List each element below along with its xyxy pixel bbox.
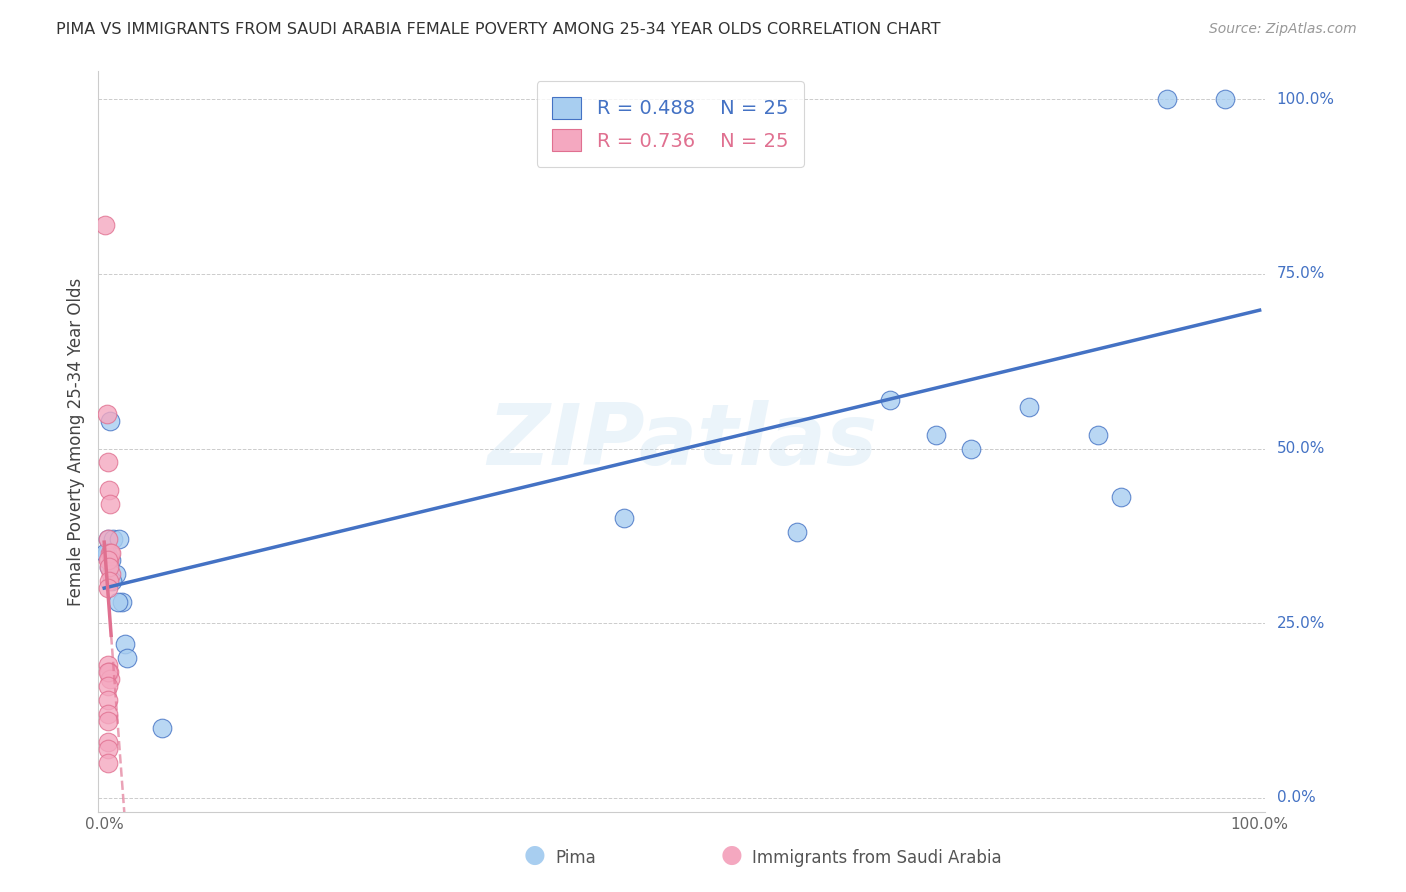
Point — [104, 567, 127, 582]
Point — [613, 511, 636, 525]
Point — [96, 407, 118, 421]
Point — [101, 574, 124, 589]
Point — [97, 735, 120, 749]
Text: 100.0%: 100.0% — [1277, 92, 1334, 107]
Point — [97, 665, 120, 679]
Point — [98, 672, 121, 686]
Point — [97, 455, 120, 469]
Point — [959, 442, 981, 456]
Text: ●: ● — [720, 843, 742, 867]
Point — [97, 665, 120, 679]
Point — [110, 595, 132, 609]
Text: Source: ZipAtlas.com: Source: ZipAtlas.com — [1209, 22, 1357, 37]
Point — [103, 533, 125, 547]
Point — [97, 679, 120, 693]
Point — [97, 533, 120, 547]
Point — [114, 637, 136, 651]
Point — [879, 392, 901, 407]
Text: 25.0%: 25.0% — [1277, 615, 1324, 631]
Legend: R = 0.488    N = 25, R = 0.736    N = 25: R = 0.488 N = 25, R = 0.736 N = 25 — [537, 81, 804, 167]
Point — [97, 742, 120, 756]
Point — [97, 693, 120, 707]
Point — [1018, 400, 1040, 414]
Point — [108, 533, 131, 547]
Text: 0.0%: 0.0% — [1277, 790, 1315, 805]
Text: 50.0%: 50.0% — [1277, 441, 1324, 456]
Point — [100, 553, 122, 567]
Point — [100, 567, 122, 582]
Text: ZIPatlas: ZIPatlas — [486, 400, 877, 483]
Point — [925, 427, 948, 442]
Point — [1109, 491, 1132, 505]
Point — [96, 546, 118, 560]
Point — [97, 533, 120, 547]
Point — [97, 553, 120, 567]
Point — [94, 218, 117, 232]
Text: PIMA VS IMMIGRANTS FROM SAUDI ARABIA FEMALE POVERTY AMONG 25-34 YEAR OLDS CORREL: PIMA VS IMMIGRANTS FROM SAUDI ARABIA FEM… — [56, 22, 941, 37]
Point — [1156, 92, 1178, 106]
Point — [97, 658, 120, 673]
Text: Pima: Pima — [555, 849, 596, 867]
Text: 75.0%: 75.0% — [1277, 267, 1324, 281]
Point — [94, 546, 117, 560]
Point — [97, 560, 120, 574]
Point — [100, 546, 122, 560]
Point — [150, 721, 173, 735]
Point — [98, 546, 121, 560]
Point — [97, 714, 120, 728]
Y-axis label: Female Poverty Among 25-34 Year Olds: Female Poverty Among 25-34 Year Olds — [66, 277, 84, 606]
Point — [107, 595, 129, 609]
Point — [97, 756, 120, 770]
Text: Immigrants from Saudi Arabia: Immigrants from Saudi Arabia — [752, 849, 1002, 867]
Point — [1087, 427, 1109, 442]
Point — [97, 483, 120, 498]
Point — [97, 581, 120, 595]
Point — [786, 525, 808, 540]
Point — [98, 497, 121, 511]
Point — [1213, 92, 1236, 106]
Point — [98, 414, 121, 428]
Point — [97, 560, 120, 574]
Point — [117, 651, 139, 665]
Point — [97, 706, 120, 721]
Point — [97, 574, 120, 589]
Text: ●: ● — [523, 843, 546, 867]
Point — [97, 553, 120, 567]
